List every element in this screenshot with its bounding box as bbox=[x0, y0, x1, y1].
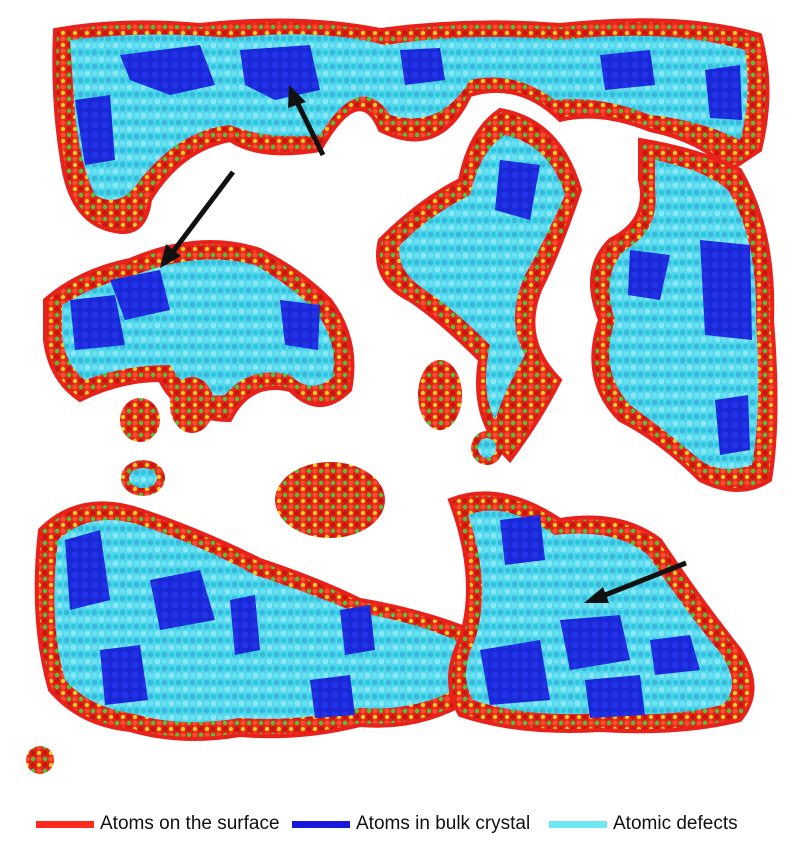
particle-small-9 bbox=[26, 746, 54, 774]
legend-label-bulk: Atoms in bulk crystal bbox=[356, 813, 531, 834]
legend-swatch-surface bbox=[36, 820, 94, 828]
arrow-top-center bbox=[288, 85, 326, 157]
legend: Atoms on the surface Atoms in bulk cryst… bbox=[0, 800, 800, 841]
legend-item-defects: Atomic defects bbox=[549, 812, 738, 836]
particle-small-4 bbox=[129, 468, 157, 488]
bulk-crystal-grains bbox=[65, 45, 752, 718]
nanoporous-structure bbox=[26, 18, 778, 774]
cluster-right-column-inner bbox=[609, 160, 759, 469]
arrow-lower-right bbox=[584, 560, 687, 603]
legend-item-bulk: Atoms in bulk crystal bbox=[292, 812, 530, 836]
legend-swatch-defects bbox=[549, 820, 607, 828]
particle-small-5 bbox=[275, 462, 385, 538]
legend-label-defects: Atomic defects bbox=[613, 813, 738, 834]
legend-label-surface: Atoms on the surface bbox=[100, 813, 280, 834]
legend-swatch-bulk bbox=[292, 820, 350, 828]
cluster-lower-left-inner bbox=[54, 520, 465, 723]
particle-small-8 bbox=[478, 438, 496, 458]
particle-small-2 bbox=[170, 377, 214, 433]
particle-small-6 bbox=[418, 360, 462, 430]
cluster-top-frame-inner bbox=[70, 34, 748, 200]
particle-small-1 bbox=[120, 398, 160, 442]
arrow-left bbox=[160, 170, 235, 268]
annotation-arrows bbox=[160, 85, 687, 603]
legend-item-surface: Atoms on the surface bbox=[36, 812, 280, 836]
atomistic-simulation-image bbox=[26, 18, 778, 774]
